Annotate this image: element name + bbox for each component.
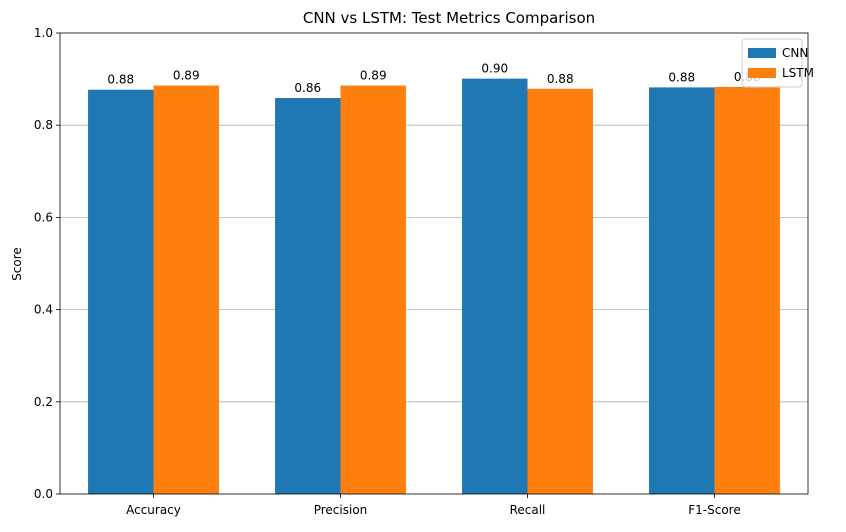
data-label: 0.86 <box>294 81 321 95</box>
legend-swatch-cnn <box>748 48 776 58</box>
data-label: 0.89 <box>173 69 200 83</box>
y-axis-label: Score <box>10 247 24 281</box>
bar-lstm-recall <box>527 88 593 494</box>
y-tick-label: 1.0 <box>34 26 53 40</box>
data-label: 0.89 <box>360 69 387 83</box>
bars <box>88 78 780 494</box>
data-label: 0.88 <box>107 73 134 87</box>
axes: Accuracy Precision Recall F1-Score 0.0 0.2 0.4… <box>34 26 809 517</box>
data-label: 0.88 <box>547 72 574 86</box>
bar-cnn-f1-score <box>649 87 715 494</box>
bar-lstm-precision <box>340 85 406 494</box>
chart-title: CNN vs LSTM: Test Metrics Comparison <box>303 9 595 27</box>
x-tick-label: F1-Score <box>688 503 740 517</box>
bar-lstm-f1-score <box>714 86 780 494</box>
x-tick-label: Precision <box>314 503 368 517</box>
x-tick-label: Recall <box>510 503 546 517</box>
legend-label-lstm: LSTM <box>782 66 814 80</box>
y-tick-label: 0.8 <box>34 118 53 132</box>
bar-cnn-precision <box>275 98 341 494</box>
y-tick-label: 0.0 <box>34 487 53 501</box>
y-tick-label: 0.4 <box>34 303 53 317</box>
bar-cnn-accuracy <box>88 89 154 494</box>
bar-cnn-recall <box>462 78 528 494</box>
bar-lstm-accuracy <box>153 85 219 494</box>
plot-frame <box>59 32 809 495</box>
legend: CNN LSTM <box>741 38 814 88</box>
legend-swatch-lstm <box>748 68 776 78</box>
data-label: 0.88 <box>668 70 695 84</box>
data-label: 0.90 <box>481 62 508 76</box>
legend-label-cnn: CNN <box>782 46 808 60</box>
x-tick-label: Accuracy <box>126 503 181 517</box>
y-tick-label: 0.2 <box>34 395 53 409</box>
y-tick-label: 0.6 <box>34 210 53 224</box>
